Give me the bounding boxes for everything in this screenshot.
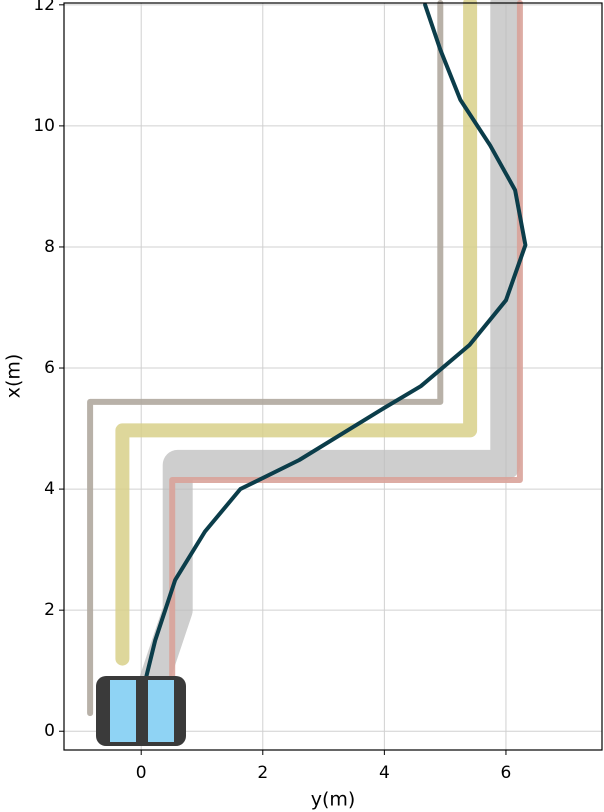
x-tick-label: 4: [379, 763, 390, 783]
plot-area: [64, 0, 602, 750]
robot-icon: [96, 676, 186, 746]
y-tick-label: 10: [33, 116, 55, 136]
x-tick-label: 0: [136, 763, 147, 783]
trajectory-line: [132, 0, 521, 716]
trajectory-line: [87, 0, 444, 717]
y-tick-label: 6: [44, 358, 55, 378]
plot-frame: [63, 2, 603, 751]
trajectory-line: [141, 2, 528, 693]
trajectory-line: [115, 0, 478, 666]
x-tick-label: 6: [501, 763, 512, 783]
x-axis-label: y(m): [311, 789, 356, 811]
y-tick-label: 4: [44, 479, 55, 499]
y-tick-label: 8: [44, 237, 55, 257]
y-tick-label: 12: [33, 0, 55, 15]
y-tick-label: 2: [44, 600, 55, 620]
y-tick-label: 0: [44, 721, 55, 741]
y-axis-label: x(m): [3, 354, 25, 399]
x-tick-label: 2: [257, 763, 268, 783]
